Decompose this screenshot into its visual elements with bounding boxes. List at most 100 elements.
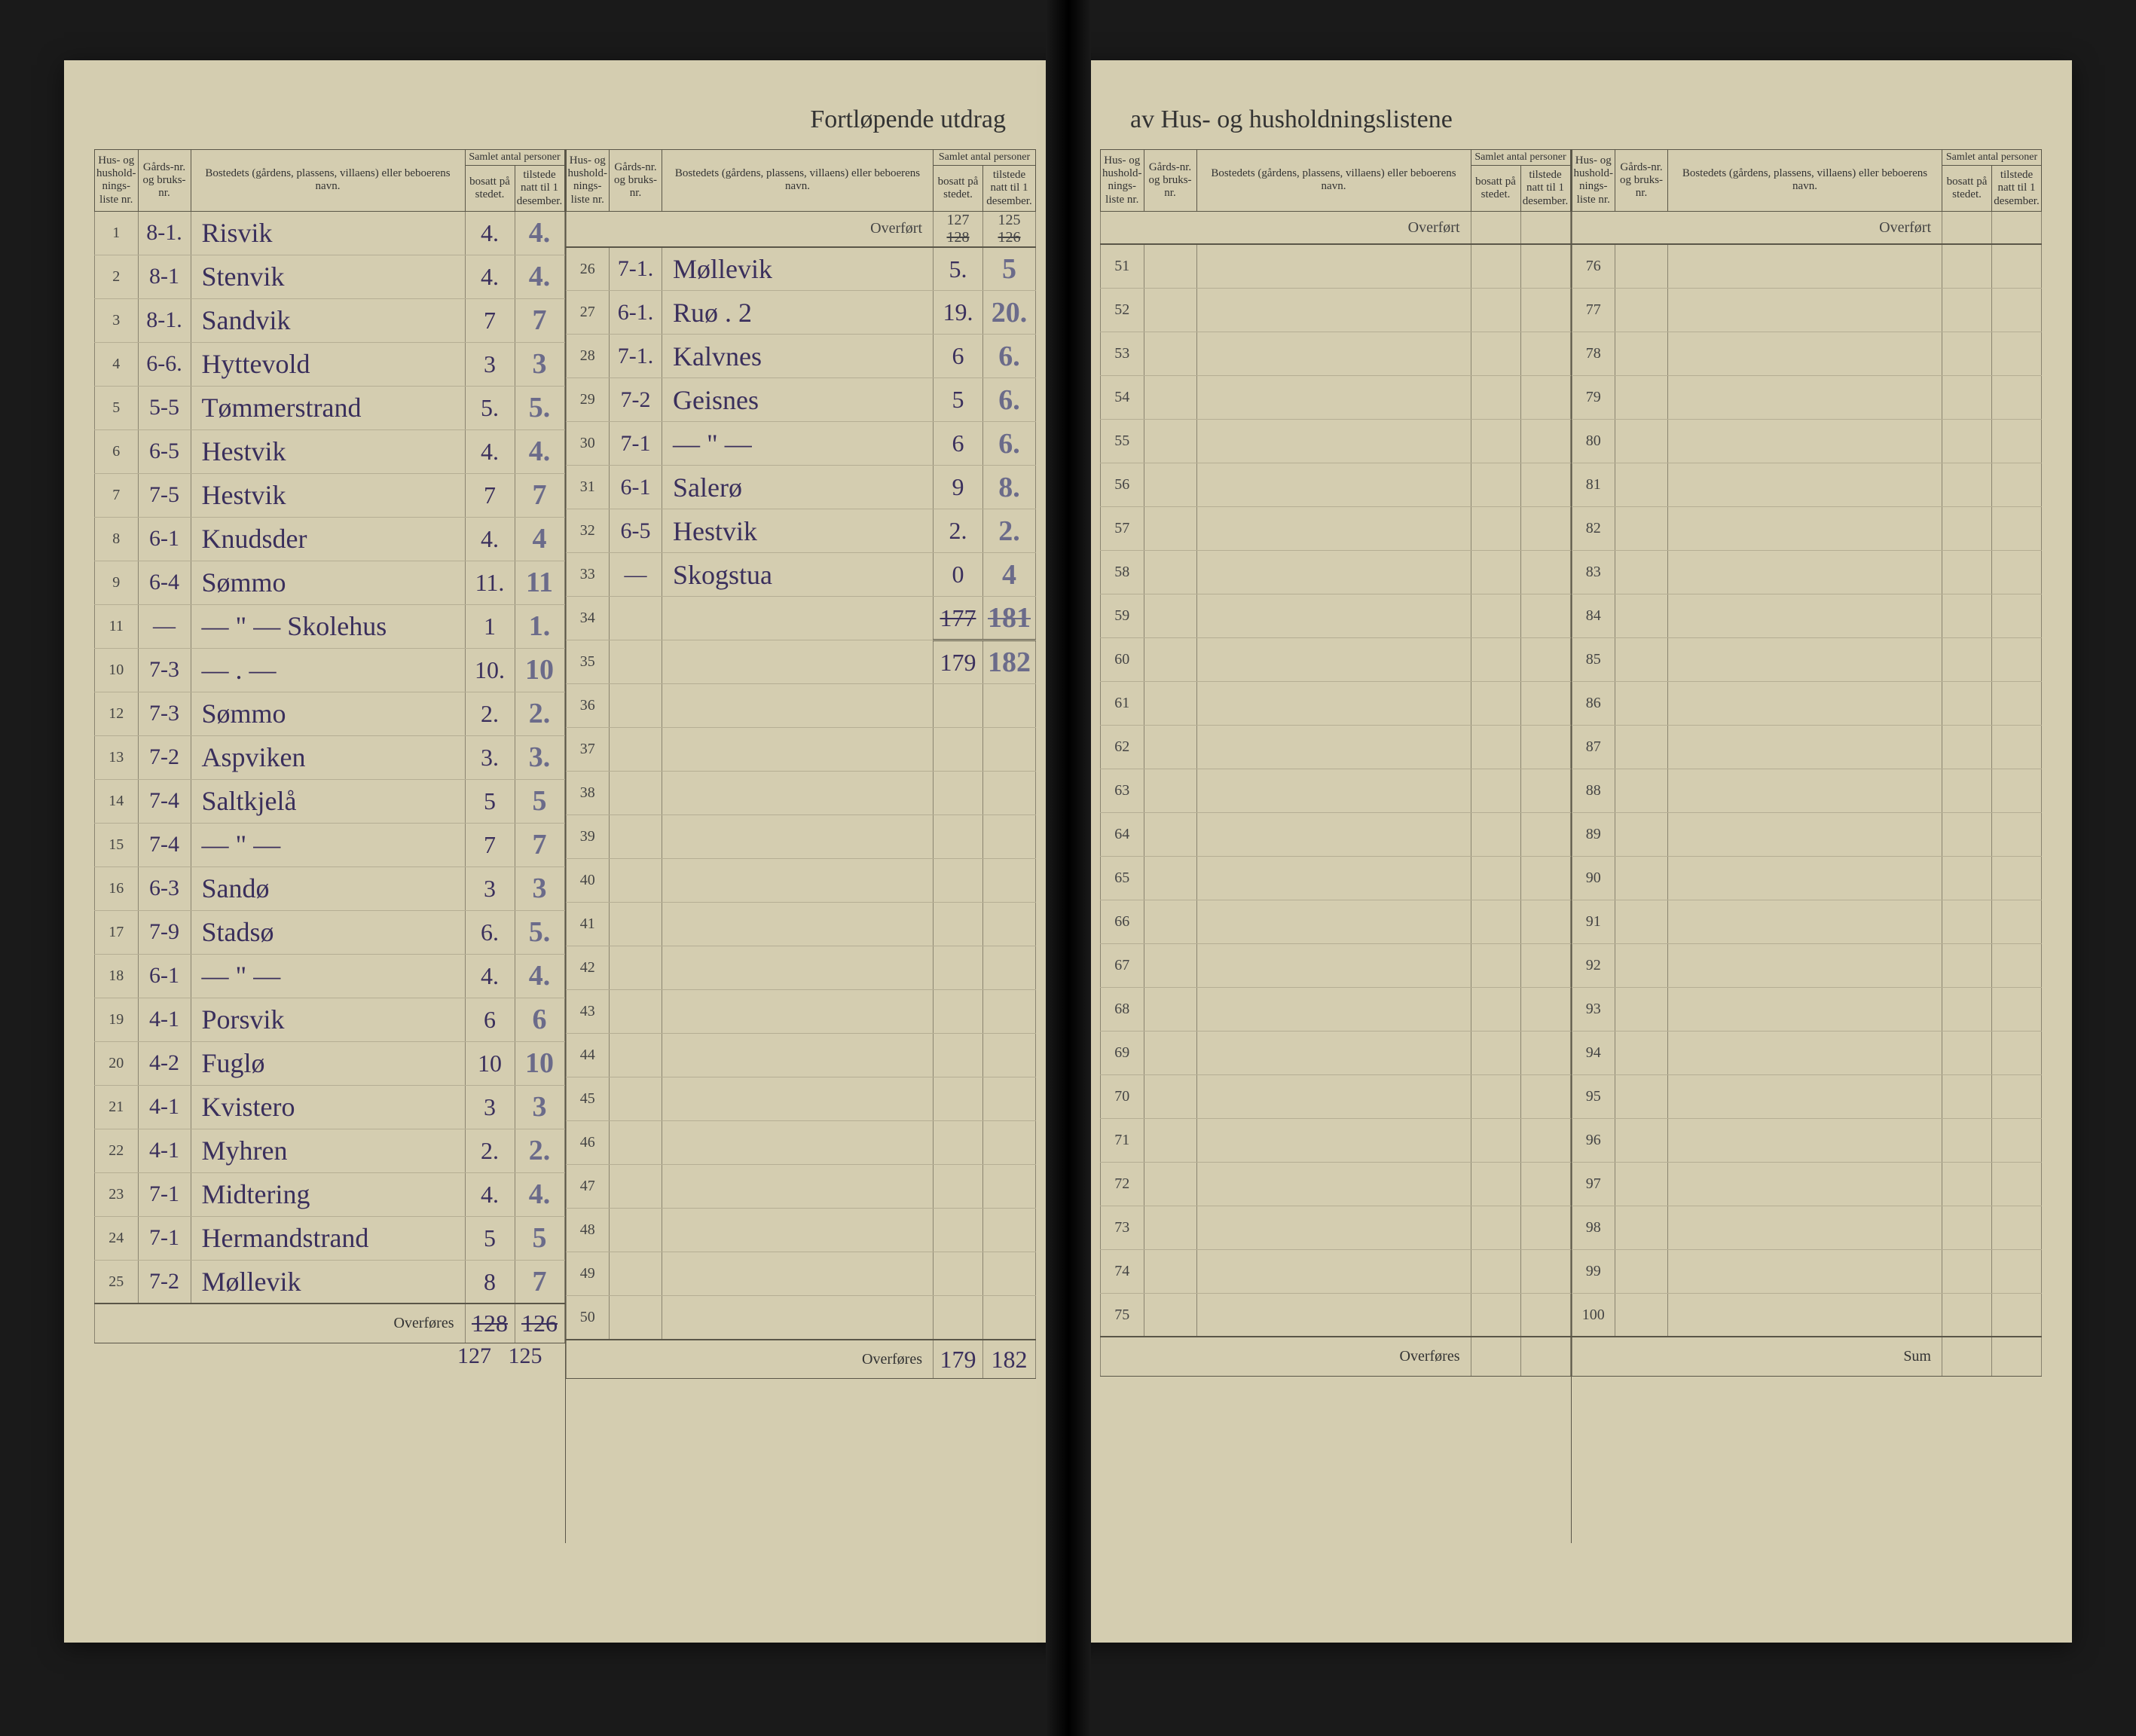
gard-nr (610, 728, 662, 772)
row-number: 73 (1101, 1206, 1144, 1249)
tilstede-count (1520, 812, 1570, 856)
tilstede-count (983, 1252, 1036, 1296)
row-number: 45 (566, 1077, 610, 1121)
table-row: 93 (1572, 987, 2042, 1031)
bosatt-count: 6 (465, 998, 515, 1041)
row-number: 79 (1572, 375, 1615, 419)
row-number: 44 (566, 1034, 610, 1077)
tilstede-count (1992, 463, 2042, 506)
gard-nr: 7-2 (138, 1260, 191, 1304)
row-number: 22 (95, 1129, 139, 1172)
gard-nr (1144, 1206, 1196, 1249)
page-title-left: Fortløpende utdrag (94, 105, 1036, 134)
tilstede-count: 2. (515, 692, 564, 735)
th-tilstede: tilstede natt til 1 desember. (1520, 166, 1570, 212)
bosatt-count: 19. (934, 291, 983, 335)
tilstede-count (1992, 244, 2042, 288)
gard-nr (610, 1121, 662, 1165)
gard-nr (1144, 900, 1196, 943)
table-row: 326-5Hestvik2.2. (566, 509, 1036, 553)
row-number: 77 (1572, 288, 1615, 332)
gard-nr (1615, 1206, 1668, 1249)
tilstede-count: 5 (983, 247, 1036, 291)
gard-nr (1144, 419, 1196, 463)
gard-nr (1615, 288, 1668, 332)
bosatt-count: 11. (465, 561, 515, 604)
gard-nr (1144, 375, 1196, 419)
bosted-name (1196, 1074, 1471, 1118)
table-row: 137-2Aspviken3.3. (95, 735, 565, 779)
th-husnr: Hus- og hushold-nings-liste nr. (566, 150, 610, 212)
tilstede-count: 20. (983, 291, 1036, 335)
th-bosted: Bostedets (gårdens, plassens, villaens) … (191, 150, 465, 212)
bosatt-count: 2. (465, 1129, 515, 1172)
tilstede-count (1520, 987, 1570, 1031)
row-number: 80 (1572, 419, 1615, 463)
table-row: 71 (1101, 1118, 1571, 1162)
bosatt-count (1942, 375, 1992, 419)
table-header: Hus- og hushold-nings-liste nr. Gårds-nr… (1572, 150, 2042, 212)
bosatt-count: 4. (465, 429, 515, 473)
tilstede-count: 3. (515, 735, 564, 779)
tilstede-count: 7 (515, 823, 564, 866)
gard-nr: 6-5 (610, 509, 662, 553)
gard-nr (610, 597, 662, 640)
bosted-name: Kvistero (191, 1085, 465, 1129)
table-row: 127-3Sømmo2.2. (95, 692, 565, 735)
tilstede-count (1520, 1162, 1570, 1206)
gard-nr (1615, 419, 1668, 463)
table-row: 53 (1101, 332, 1571, 375)
bosatt-count (1471, 1118, 1520, 1162)
tilstede-count: 8. (983, 466, 1036, 509)
table-row: 41 (566, 903, 1036, 946)
bosted-name (1196, 550, 1471, 594)
gard-nr (610, 990, 662, 1034)
bosatt-count (1471, 987, 1520, 1031)
footer-bosatt: 179 (934, 1340, 983, 1379)
bosatt-count (1471, 769, 1520, 812)
table-row: 55 (1101, 419, 1571, 463)
tilstede-count (983, 990, 1036, 1034)
tilstede-count (1992, 332, 2042, 375)
row-number: 51 (1101, 244, 1144, 288)
bosted-name (1668, 1206, 1942, 1249)
gard-nr (1144, 1074, 1196, 1118)
table-row: 68 (1101, 987, 1571, 1031)
gard-nr: 4-1 (138, 1129, 191, 1172)
th-bosatt: bosatt på stedet. (465, 166, 515, 212)
bosted-name: Tømmerstrand (191, 386, 465, 429)
gard-nr: 8-1. (138, 211, 191, 255)
bosted-name (1196, 725, 1471, 769)
table-row: 39 (566, 815, 1036, 859)
table-row: 56 (1101, 463, 1571, 506)
tilstede-count (983, 1165, 1036, 1209)
bosatt-count (1942, 419, 1992, 463)
bosatt-count (1942, 1249, 1992, 1293)
bosted-name: Aspviken (191, 735, 465, 779)
gard-nr (1144, 244, 1196, 288)
bosatt-count (1942, 244, 1992, 288)
row-number: 42 (566, 946, 610, 990)
row-number: 62 (1101, 725, 1144, 769)
table-row: 86-1Knudsder4.4 (95, 517, 565, 561)
table-row: 194-1Porsvik66 (95, 998, 565, 1041)
tilstede-count (1520, 332, 1570, 375)
tilstede-count (983, 1209, 1036, 1252)
th-bosted: Bostedets (gårdens, plassens, villaens) … (1196, 150, 1471, 212)
th-tilstede: tilstede natt til 1 desember. (1992, 166, 2042, 212)
row-number: 40 (566, 859, 610, 903)
bosted-name: — " — (191, 954, 465, 998)
bosatt-count: 2. (465, 692, 515, 735)
tilstede-count (1520, 900, 1570, 943)
row-number: 68 (1101, 987, 1144, 1031)
tilstede-count: 3 (515, 342, 564, 386)
bosted-name: Geisnes (662, 378, 934, 422)
bosatt-count: 177 (934, 597, 983, 640)
row-number: 16 (95, 866, 139, 910)
bosted-name (1196, 1162, 1471, 1206)
table-row: 95 (1572, 1074, 2042, 1118)
bosatt-count: 5 (465, 1216, 515, 1260)
gard-nr (1615, 812, 1668, 856)
bosted-name: Stenvik (191, 255, 465, 298)
tilstede-count (983, 946, 1036, 990)
